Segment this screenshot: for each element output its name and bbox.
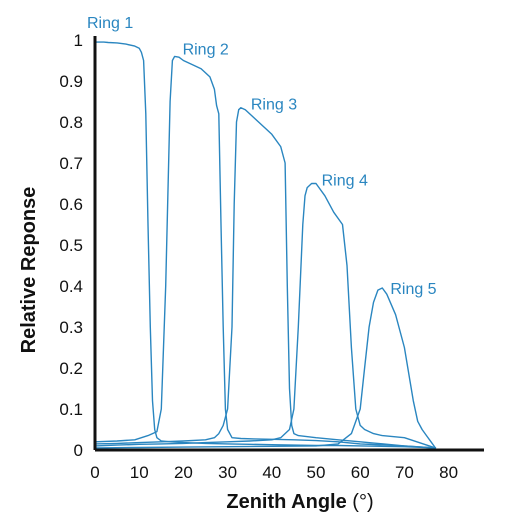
x-axis-title: Zenith Angle (°) (226, 491, 373, 513)
y-tick-label: 0.6 (59, 195, 83, 214)
series-labels: Ring 1 Ring 2 Ring 3 Ring 4 Ring 5 (87, 15, 437, 298)
series-layer (94, 41, 437, 449)
series-label-ring-5: Ring 5 (390, 281, 436, 298)
x-tick-labels: 0 10 20 30 40 50 60 70 80 (90, 463, 458, 482)
y-tick-label: 0 (74, 441, 83, 460)
series-label-ring-2: Ring 2 (183, 41, 229, 58)
x-tick-label: 80 (439, 463, 458, 482)
series-line-ring-3 (94, 106, 437, 449)
x-tick-label: 70 (395, 463, 414, 482)
y-tick-label: 0.2 (59, 359, 83, 378)
y-tick-label: 0.3 (59, 318, 83, 337)
series-line-ring-1 (94, 41, 437, 449)
x-tick-label: 30 (218, 463, 237, 482)
x-tick-label: 20 (174, 463, 193, 482)
y-tick-label: 0.4 (59, 277, 83, 296)
x-tick-label: 60 (351, 463, 370, 482)
x-axis-title-unit: (°) (347, 491, 374, 513)
y-tick-label: 0.8 (59, 113, 83, 132)
y-tick-label: 0.1 (59, 400, 83, 419)
y-axis-title: Relative Reponse (18, 187, 40, 354)
x-tick-label: 10 (130, 463, 149, 482)
x-tick-label: 50 (307, 463, 326, 482)
series-label-ring-4: Ring 4 (322, 173, 368, 190)
axis-layer (93, 36, 484, 452)
y-tick-label: 0.9 (59, 72, 83, 91)
y-tick-label: 0.7 (59, 154, 83, 173)
series-line-ring-2 (94, 55, 437, 449)
y-tick-label: 0.5 (59, 236, 83, 255)
series-line-ring-4 (94, 182, 437, 449)
y-tick-label: 1 (74, 31, 83, 50)
series-label-ring-1: Ring 1 (87, 15, 133, 32)
y-tick-labels: 0 0.1 0.2 0.3 0.4 0.5 0.6 0.7 0.8 0.9 1 (59, 31, 83, 460)
x-tick-label: 0 (90, 463, 99, 482)
x-tick-label: 40 (262, 463, 281, 482)
series-label-ring-3: Ring 3 (251, 97, 297, 114)
x-axis-title-main: Zenith Angle (226, 491, 346, 513)
series-line-ring-5 (94, 287, 437, 449)
